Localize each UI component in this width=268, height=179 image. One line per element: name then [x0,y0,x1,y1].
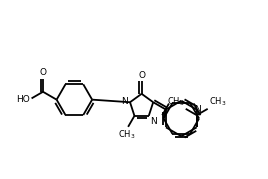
Text: N: N [151,117,157,126]
Text: O: O [139,71,146,80]
Text: CH$_3$: CH$_3$ [167,95,184,108]
Text: N: N [121,97,128,106]
Text: HO: HO [16,95,29,104]
Text: N: N [194,105,200,114]
Text: CH$_3$: CH$_3$ [209,95,227,108]
Text: CH$_3$: CH$_3$ [118,129,136,141]
Text: O: O [39,67,46,77]
